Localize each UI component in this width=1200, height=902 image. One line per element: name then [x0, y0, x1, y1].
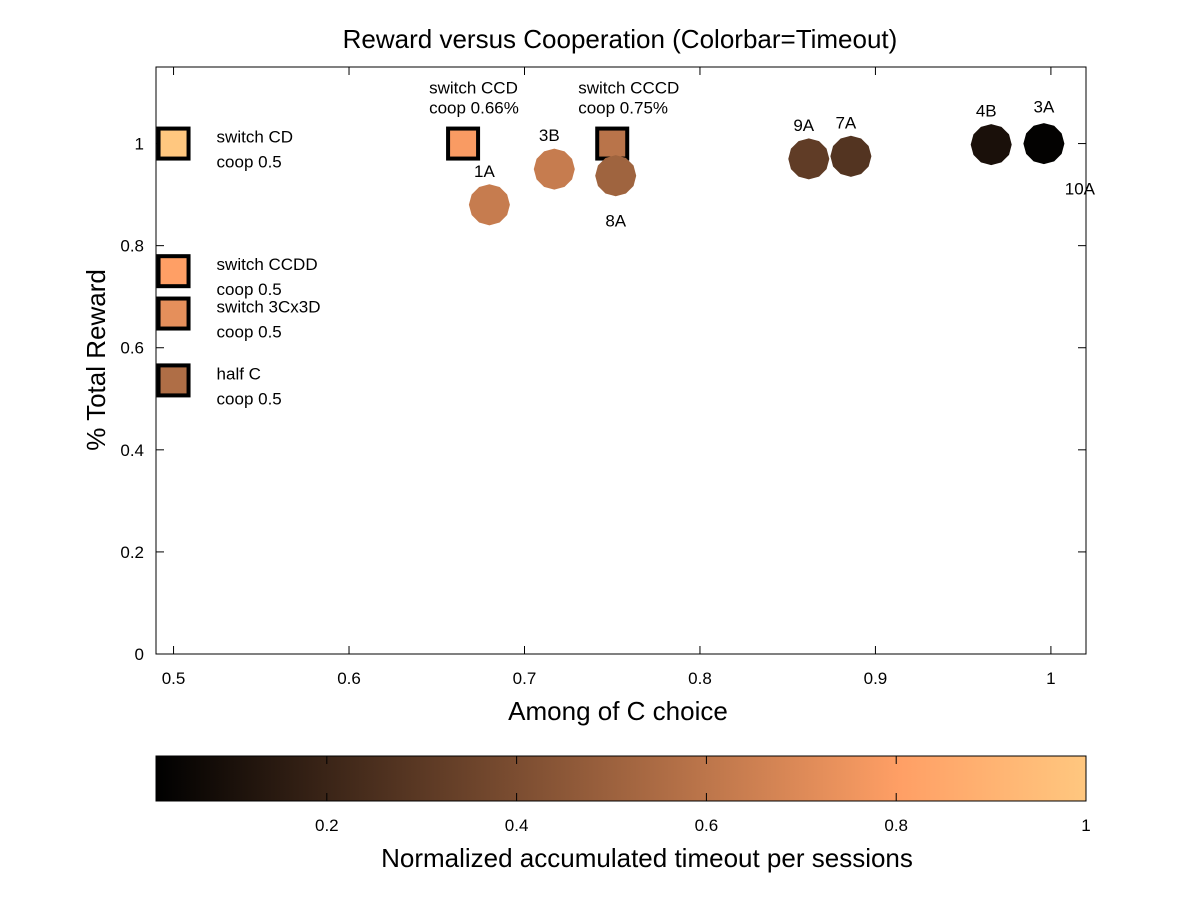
- colorbar-tick-label: 0.4: [505, 816, 529, 835]
- colorbar-tick-label: 0.8: [884, 816, 908, 835]
- colorbar-tick-label: 0.2: [315, 816, 339, 835]
- point-label: switch CCD: [429, 79, 518, 98]
- point-label: 7A: [835, 113, 856, 132]
- point-label: coop 0.5: [217, 323, 282, 342]
- colorbar: [155, 755, 1087, 802]
- y-tick-label: 0.4: [120, 441, 144, 460]
- x-tick-label: 0.9: [864, 669, 888, 688]
- point-label: coop 0.5: [217, 280, 282, 299]
- square-marker: [156, 363, 191, 398]
- colorbar-tick-label: 1: [1081, 816, 1090, 835]
- y-tick-label: 1: [135, 135, 144, 154]
- circle-marker: [970, 124, 1012, 166]
- square-marker: [595, 126, 630, 161]
- axis-ticks: 0.5 0.6 0.7 0.8 0.9 1 0 0.2 0.4 0.6 0.8 1: [120, 67, 1086, 688]
- y-tick-label: 0.6: [120, 339, 144, 358]
- point-label: switch 3Cx3D: [217, 298, 321, 317]
- point-label: switch CCCD: [578, 79, 679, 98]
- square-marker: [156, 126, 191, 161]
- point-label: 10A: [1065, 180, 1096, 199]
- chart-title: Reward versus Cooperation (Colorbar=Time…: [343, 24, 898, 54]
- square-marker: [156, 296, 191, 331]
- colorbar-ticks: 0.2 0.4 0.6 0.8 1: [315, 756, 1091, 835]
- circle-marker: [830, 135, 872, 177]
- point-label: 1A: [474, 162, 495, 181]
- colorbar-tick-label: 0.6: [695, 816, 719, 835]
- point-label: half C: [217, 364, 261, 383]
- point-label: 9A: [793, 116, 814, 135]
- plot-area: [155, 66, 1087, 655]
- point-label: 4B: [976, 102, 997, 121]
- point-label: coop 0.66%: [429, 99, 519, 118]
- point-label: switch CD: [217, 128, 294, 147]
- circle-marker: [788, 138, 830, 180]
- point-label: switch CCDD: [217, 255, 318, 274]
- point-label: 8A: [605, 212, 626, 231]
- x-tick-label: 0.7: [513, 669, 537, 688]
- x-axis-label: Among of C choice: [508, 696, 728, 726]
- colorbar-label: Normalized accumulated timeout per sessi…: [381, 843, 913, 873]
- point-label: 3B: [539, 126, 560, 145]
- point-label: coop 0.5: [217, 389, 282, 408]
- x-tick-label: 0.8: [688, 669, 712, 688]
- x-tick-label: 0.5: [162, 669, 186, 688]
- point-label: coop 0.75%: [578, 99, 668, 118]
- square-marker: [446, 126, 481, 161]
- circle-marker: [1023, 123, 1065, 165]
- point-label: 3A: [1033, 98, 1054, 117]
- circle-marker: [468, 184, 510, 226]
- circle-marker: [533, 148, 575, 190]
- y-tick-label: 0.8: [120, 237, 144, 256]
- x-tick-label: 1: [1046, 669, 1055, 688]
- x-tick-label: 0.6: [337, 669, 361, 688]
- y-tick-label: 0.2: [120, 543, 144, 562]
- point-label: coop 0.5: [217, 153, 282, 172]
- y-tick-label: 0: [135, 645, 144, 664]
- y-axis-label: % Total Reward: [81, 269, 111, 451]
- circle-marker: [595, 155, 637, 197]
- square-marker: [156, 254, 191, 289]
